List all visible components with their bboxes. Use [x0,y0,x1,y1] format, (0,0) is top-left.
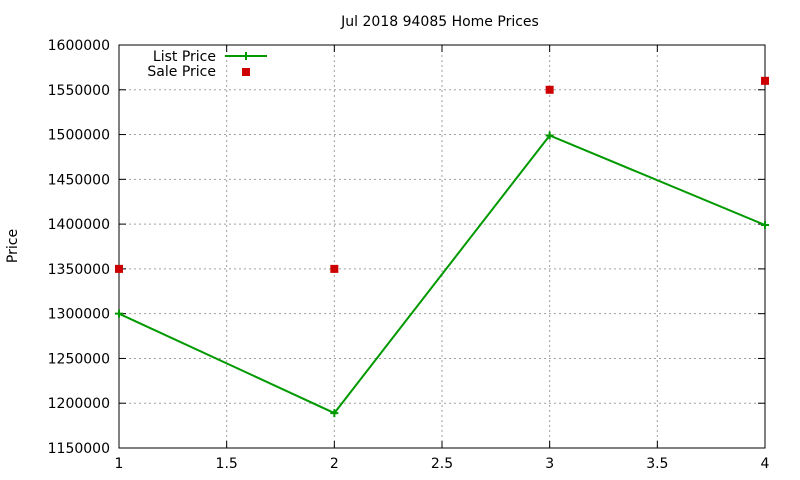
list-price-point [761,221,769,230]
list-price-line [118,134,766,415]
x-tick-label: 3 [545,456,554,472]
y-tick-label: 1150000 [48,441,110,457]
x-tick-label: 1 [115,456,124,472]
grid-layer [119,45,765,448]
x-tick-label: 1.5 [216,456,238,472]
y-tick-label: 1300000 [48,307,110,323]
x-tick-label: 3.5 [646,456,668,472]
y-tick-label: 1450000 [48,172,110,188]
y-tick-label: 1550000 [48,83,110,99]
legend-marker-sale-price [242,68,250,76]
sale-price-point [115,264,123,273]
tick-layer: 1150000 1200000 1250000 1300000 1350000 14000… [48,38,770,472]
legend: List Price Sale Price [147,49,267,80]
x-tick-label: 2.5 [431,456,453,472]
x-tick-label: 2 [330,456,339,472]
x-tick-label: 4 [761,456,770,472]
sale-price-point [545,85,554,94]
sale-price-point [330,264,339,273]
sale-price-point [761,76,769,85]
series-layer [115,76,769,418]
y-tick-label: 1200000 [48,396,110,412]
legend-label-list-price: List Price [153,49,216,65]
y-axis-label: Price [5,229,21,263]
list-price-point [330,409,339,418]
y-tick-label: 1250000 [48,351,110,367]
chart-title: Jul 2018 94085 Home Prices [340,14,539,30]
y-tick-label: 1350000 [48,262,110,278]
legend-marker-list-price [242,52,250,60]
list-price-point [545,131,554,140]
legend-label-sale-price: Sale Price [147,64,216,80]
y-tick-label: 1400000 [48,217,110,233]
y-tick-label: 1600000 [48,38,110,54]
list-price-point [115,309,123,318]
y-tick-label: 1500000 [48,128,110,144]
